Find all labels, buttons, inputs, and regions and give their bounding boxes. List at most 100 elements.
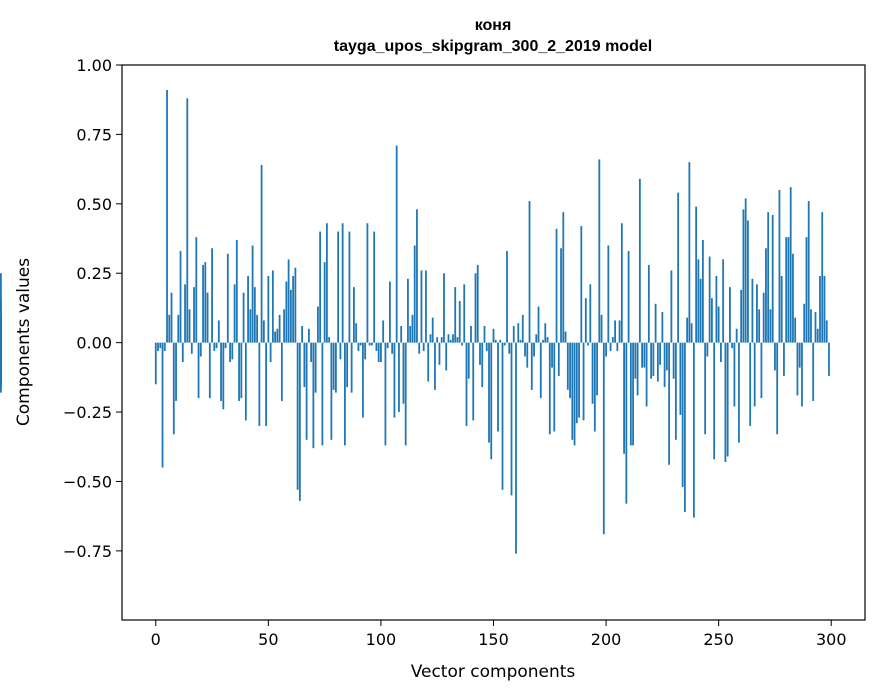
bar [184,284,186,343]
bar [533,342,535,357]
bar [341,223,344,343]
bar [497,342,499,432]
bar [319,231,322,343]
bar [440,337,443,343]
x-tick-label: 250 [703,630,734,649]
bar [208,342,211,399]
bar [346,342,349,388]
bar [625,342,628,504]
bar [620,223,623,343]
bar [262,320,265,343]
bar [274,331,276,343]
chart-subtitle: tayga_upos_skipgram_300_2_2019 model [334,38,652,55]
bar [656,342,659,382]
bar [537,306,540,343]
bar [359,342,362,346]
bar [677,192,680,343]
bar [438,342,441,365]
bar [199,342,202,357]
bar [166,89,168,343]
bar [756,284,758,343]
bar [398,342,400,413]
bar [217,320,220,343]
bar [593,342,596,432]
bar [528,201,531,343]
bar [717,306,720,343]
x-axis-label: Vector components [411,662,576,682]
bar [632,342,634,446]
bar [762,292,765,343]
y-axis-label: Components values [14,258,34,426]
bar [596,342,598,396]
bar [310,342,313,363]
bar [418,342,421,354]
bar [386,342,389,349]
bar [443,273,445,343]
bar [422,342,425,351]
bar [253,287,256,343]
bar [573,342,576,446]
bar [749,342,752,426]
bar [485,342,488,351]
bar [449,339,452,343]
chart-title: коня [475,17,512,34]
bar [819,276,821,343]
y-tick-label: −0.50 [63,472,112,491]
bar [280,342,283,401]
bar [202,264,204,343]
bar [283,309,286,343]
bar [431,317,434,343]
bar [175,342,177,401]
bar [420,270,423,343]
bar [154,342,157,385]
bar [821,212,824,343]
bar [177,314,180,343]
bar [258,342,261,426]
bar [499,339,502,343]
bar [794,317,797,343]
bar [204,262,207,343]
bar [744,198,747,343]
bar [289,289,292,343]
bar [708,256,711,343]
bar [681,342,684,488]
bars-group [0,89,830,554]
bar [711,298,713,343]
bar [305,342,308,440]
bar [377,342,380,363]
bar [404,342,407,446]
bar [668,342,671,465]
bar [294,267,297,343]
bar [641,342,643,368]
bar [690,323,693,343]
bar [285,281,288,343]
bar [503,342,506,346]
bar [780,276,783,343]
bar [546,337,549,343]
bar [269,342,272,363]
bar [402,342,405,404]
bar [672,342,675,379]
bar [157,342,159,351]
bar [553,342,556,432]
bar [467,342,470,379]
bar [188,309,191,343]
bar [190,342,193,354]
bar [251,245,254,343]
bar [170,292,173,343]
bar [521,314,524,343]
bar [805,237,808,343]
bar [578,342,580,418]
bar [238,342,240,401]
bar [753,342,756,407]
bar [371,342,373,346]
bar [0,342,2,388]
bar [587,342,589,346]
bar [510,342,513,496]
bar [235,239,238,343]
bar [226,253,229,343]
bar [562,212,565,343]
bar [382,320,385,343]
bar [244,342,247,421]
bar [778,189,781,343]
